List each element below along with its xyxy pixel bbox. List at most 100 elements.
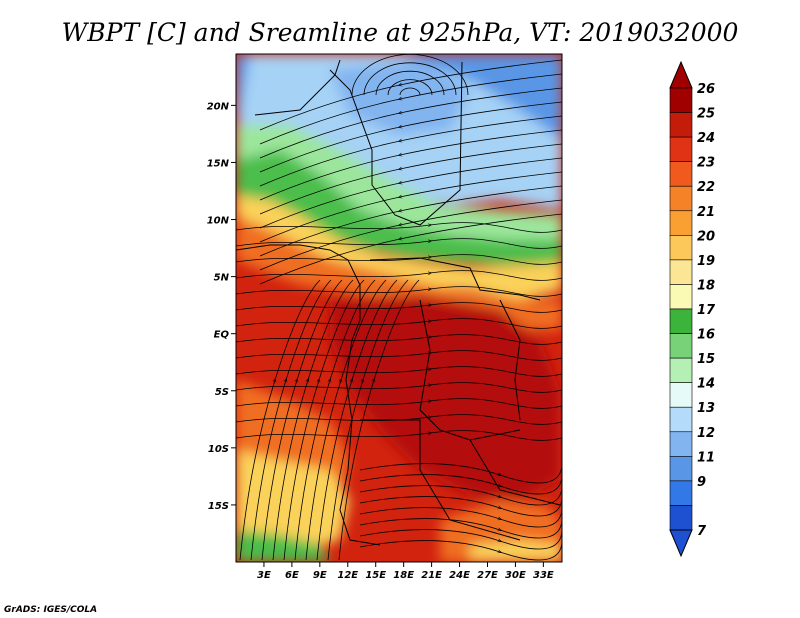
colorbar-label: 17 xyxy=(697,303,716,318)
streamline xyxy=(363,62,457,96)
streamline xyxy=(359,474,562,495)
colorbar-swatch xyxy=(669,357,693,383)
streamline xyxy=(359,518,562,539)
colorbar-label: 14 xyxy=(697,377,715,392)
lat-tick-label: 10S xyxy=(208,444,229,455)
map-frame xyxy=(235,53,563,563)
streamline xyxy=(236,366,562,377)
wbpt-shading xyxy=(236,54,562,562)
lon-tick-label: 33E xyxy=(533,570,554,581)
colorbar-swatch xyxy=(669,259,693,285)
lon-tick-label: 21E xyxy=(421,570,442,581)
colorbar-swatch xyxy=(669,161,693,187)
streamline xyxy=(259,143,562,215)
lat-tick-label: 10N xyxy=(207,216,230,227)
colorbar-swatch xyxy=(669,136,693,162)
streamline xyxy=(239,279,321,561)
streamline xyxy=(327,279,409,561)
lon-tick-label: 6E xyxy=(285,570,299,581)
colorbar-swatch xyxy=(669,456,693,482)
streamline xyxy=(387,79,433,96)
lon-tick-label: 12E xyxy=(337,570,358,581)
lon-tick-label: 15E xyxy=(365,570,386,581)
lat-tick-label: 5S xyxy=(215,387,229,398)
streamline xyxy=(305,279,387,561)
streamline xyxy=(236,334,562,345)
latitude-axis: 20N 15N 10N 5N EQ 5S 10S 15S xyxy=(207,101,236,512)
colorbar-label: 13 xyxy=(697,401,715,416)
colorbar-label: 23 xyxy=(697,156,715,171)
colorbar-swatch xyxy=(669,308,693,334)
colorbar-swatch xyxy=(669,480,693,506)
grads-credit: GrADS: IGES/COLA xyxy=(4,605,97,615)
streamline xyxy=(259,171,562,243)
colorbar-label: 7 xyxy=(697,524,707,539)
colorbar-swatch xyxy=(669,505,693,531)
colorbar-swatch xyxy=(669,185,693,212)
lon-tick-label: 24E xyxy=(449,570,470,581)
longitude-axis: 3E 6E 9E 12E 15E 18E 21E 24E 27E 30E 33E xyxy=(257,562,554,581)
colorbar-bottom-arrow xyxy=(669,529,693,558)
colorbar-swatch xyxy=(669,431,693,457)
colorbar-label: 21 xyxy=(697,205,715,220)
streamline xyxy=(236,382,562,393)
streamline xyxy=(283,279,365,561)
colorbar-swatch xyxy=(669,406,693,433)
colorbar-swatch xyxy=(669,382,693,408)
streamline xyxy=(359,540,562,561)
figure-title: WBPT [C] and Sreamline at 925hPa, VT: 20… xyxy=(62,18,739,47)
streamline xyxy=(236,222,562,233)
lon-tick-label: 30E xyxy=(505,570,526,581)
streamline xyxy=(359,529,562,550)
colorbar-label: 25 xyxy=(697,107,715,122)
streamline xyxy=(375,70,445,96)
colorbar-swatch xyxy=(669,112,693,138)
lat-tick-label: 15N xyxy=(207,158,230,169)
streamline xyxy=(236,318,562,329)
colorbar-label: 22 xyxy=(697,180,715,195)
colorbar-label: 11 xyxy=(697,450,715,465)
colorbar-label: 26 xyxy=(697,82,715,97)
streamline xyxy=(259,213,562,285)
streamline xyxy=(259,129,562,201)
streamline xyxy=(259,157,562,229)
streamline xyxy=(236,414,562,425)
streamline xyxy=(359,485,562,506)
streamline xyxy=(236,286,562,297)
colorbar-swatch xyxy=(669,87,693,113)
streamline xyxy=(259,101,562,173)
lon-tick-label: 27E xyxy=(477,570,498,581)
streamline xyxy=(359,496,562,517)
colorbar-label: 24 xyxy=(697,131,715,146)
streamline xyxy=(259,59,562,131)
colorbar-swatch xyxy=(669,333,693,359)
colorbar-swatch xyxy=(669,284,693,310)
lon-tick-label: 3E xyxy=(257,570,271,581)
colorbar-swatch xyxy=(669,235,693,261)
streamline xyxy=(236,254,562,265)
streamline xyxy=(236,270,562,281)
streamline xyxy=(399,87,421,96)
streamline xyxy=(316,279,398,561)
lat-tick-label: 5N xyxy=(214,273,230,284)
lon-tick-label: 9E xyxy=(313,570,327,581)
streamline xyxy=(359,507,562,528)
lat-tick-label: 20N xyxy=(207,101,230,112)
map-panel xyxy=(236,54,562,562)
streamline xyxy=(236,238,562,249)
streamline xyxy=(259,87,562,159)
streamline xyxy=(259,199,562,271)
colorbar-label: 18 xyxy=(697,278,715,293)
streamline xyxy=(250,279,332,561)
colorbar-label: 12 xyxy=(697,426,715,441)
colorbar-label: 15 xyxy=(697,352,715,367)
streamline xyxy=(236,302,562,313)
streamline xyxy=(259,73,562,145)
lat-tick-label: 15S xyxy=(208,501,229,512)
streamline xyxy=(359,463,562,484)
colorbar-label: 20 xyxy=(697,229,715,244)
streamline xyxy=(261,279,343,561)
colorbar: 26 25 24 23 22 21 20 19 18 17 16 15 14 13 12 11 9 7 xyxy=(669,60,716,558)
colorbar-label: 16 xyxy=(697,328,715,343)
